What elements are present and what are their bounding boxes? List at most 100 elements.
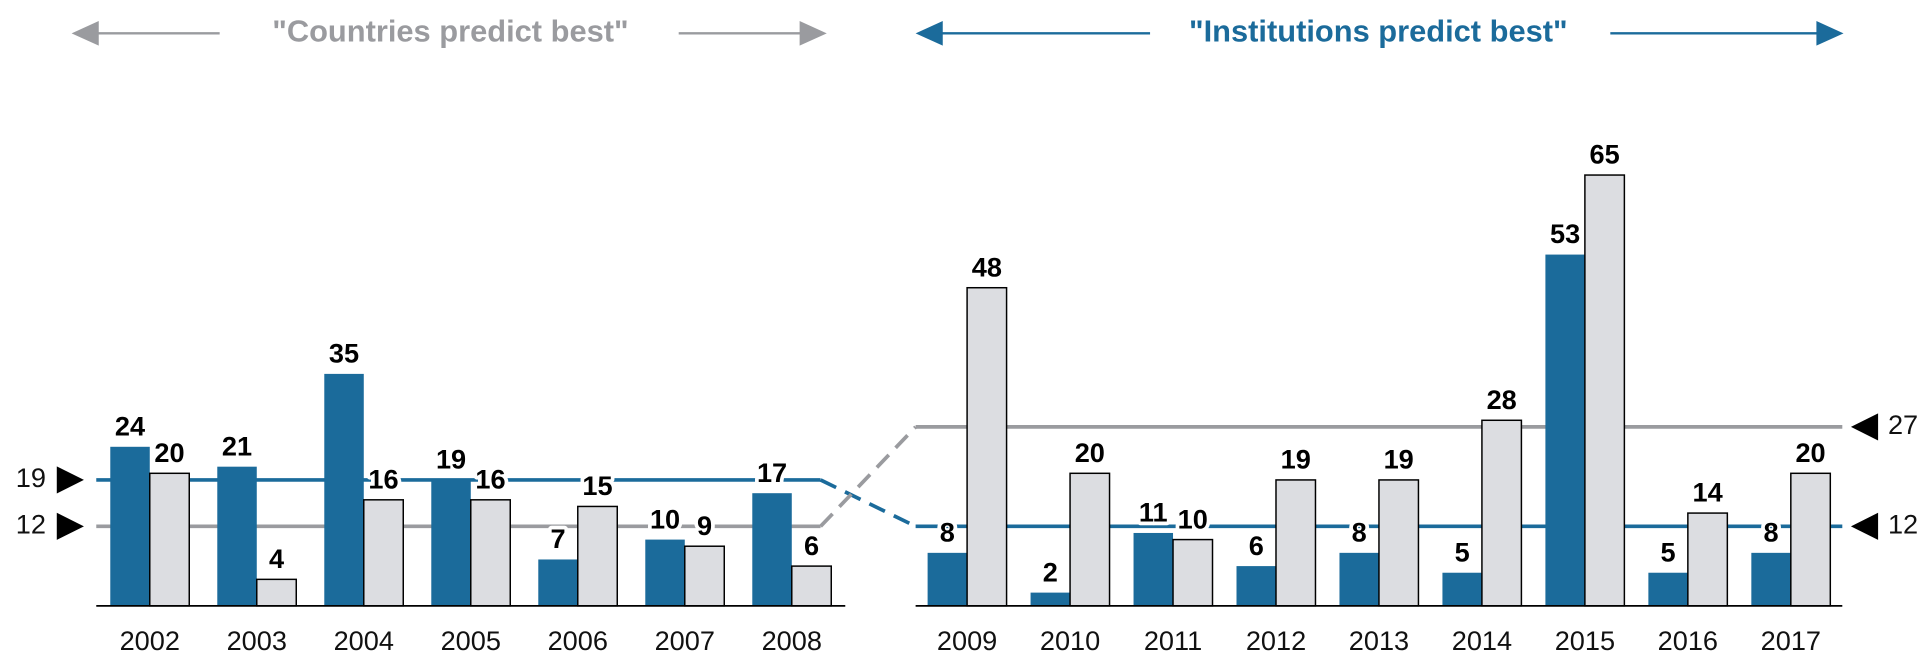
- value-label: 16: [368, 463, 398, 494]
- value-label: 53: [1550, 218, 1580, 249]
- x-tick-label: 2015: [1555, 625, 1615, 656]
- bar: [217, 466, 257, 606]
- value-label: 9: [697, 510, 712, 541]
- value-label: 5: [1661, 536, 1676, 567]
- value-label: 4: [269, 543, 284, 574]
- x-tick-label: 2008: [762, 625, 822, 656]
- bar: [431, 479, 471, 606]
- value-label: 19: [1281, 444, 1311, 475]
- bar: [752, 493, 792, 606]
- value-label: 2: [1043, 556, 1058, 587]
- average-label: 27: [1888, 409, 1918, 440]
- bar: [1275, 479, 1317, 607]
- bar: [1030, 592, 1071, 606]
- bar: [1339, 552, 1379, 606]
- x-tick-label: 2005: [441, 625, 501, 656]
- bar: [1172, 538, 1214, 607]
- bar: [1133, 532, 1174, 606]
- panel-title: "Countries predict best": [272, 13, 628, 48]
- value-label: 6: [1249, 530, 1264, 561]
- bar: [1481, 419, 1523, 607]
- x-tick-label: 2006: [548, 625, 608, 656]
- bar: [1378, 479, 1420, 607]
- bar: [791, 565, 833, 607]
- x-tick-label: 2009: [937, 625, 997, 656]
- value-label: 35: [329, 338, 359, 369]
- arrow-head: [71, 20, 99, 46]
- average-marker: [1850, 413, 1879, 441]
- arrow-head: [799, 20, 827, 46]
- bar: [110, 446, 150, 606]
- x-tick-label: 2002: [120, 625, 180, 656]
- x-tick-label: 2013: [1349, 625, 1409, 656]
- bar: [1584, 174, 1626, 607]
- x-tick-label: 2016: [1658, 625, 1718, 656]
- x-tick-label: 2011: [1144, 625, 1202, 656]
- x-tick-label: 2007: [655, 625, 715, 656]
- x-tick-label: 2004: [334, 625, 394, 656]
- average-label: 19: [16, 462, 46, 493]
- average-connector: [819, 425, 917, 528]
- x-tick-label: 2012: [1246, 625, 1306, 656]
- bar: [1069, 472, 1111, 607]
- bar: [1648, 572, 1688, 606]
- bars: [96, 174, 1843, 607]
- x-tick-label: 2003: [227, 625, 287, 656]
- arrow-head: [1816, 20, 1844, 46]
- header-arrows: [71, 20, 1844, 46]
- labels: 19 24 21 35 19 7 10 17 12 20 4 16 16 15 9 6 2002 2003 2004…: [16, 135, 1918, 656]
- average-label: 12: [16, 509, 46, 540]
- bar: [684, 545, 726, 607]
- bar: [538, 559, 578, 606]
- x-tick-label: 2010: [1040, 625, 1100, 656]
- value-label: 17: [757, 457, 787, 488]
- panel-title: "Institutions predict best": [1189, 13, 1568, 48]
- x-tick-label: 2014: [1452, 625, 1512, 656]
- arrow-head: [915, 20, 943, 46]
- bar: [1236, 566, 1276, 606]
- bar: [1751, 552, 1791, 606]
- value-label: 28: [1487, 384, 1517, 415]
- x-tick-label: 2017: [1761, 625, 1821, 656]
- value-label: 65: [1590, 139, 1620, 170]
- value-label: 8: [1764, 517, 1779, 548]
- value-label: 15: [582, 470, 612, 501]
- bar: [149, 472, 190, 607]
- value-label: 48: [972, 251, 1002, 282]
- average-marker: [56, 466, 84, 494]
- bar: [577, 505, 618, 607]
- value-label: 19: [1384, 444, 1414, 475]
- value-label: 10: [1178, 503, 1208, 534]
- value-label: 14: [1693, 477, 1723, 508]
- bar: [1545, 254, 1585, 606]
- bar: [1687, 512, 1729, 607]
- value-label: 8: [940, 517, 955, 548]
- value-label: 21: [222, 430, 252, 461]
- value-label: 10: [650, 503, 680, 534]
- bar: [363, 499, 404, 607]
- bar: [1442, 572, 1482, 606]
- bar: [927, 552, 968, 606]
- average-marker: [1850, 512, 1879, 540]
- value-label: 11: [1139, 497, 1168, 528]
- bar: [256, 578, 297, 607]
- value-label: 16: [475, 463, 505, 494]
- value-label: 7: [550, 523, 565, 554]
- value-label: 24: [115, 410, 145, 441]
- value-label: 20: [154, 437, 184, 468]
- bar: [966, 286, 1008, 607]
- value-label: 6: [804, 530, 819, 561]
- value-label: 20: [1075, 437, 1105, 468]
- value-label: 8: [1352, 517, 1367, 548]
- bar: [1790, 472, 1832, 607]
- bar: [645, 539, 685, 606]
- bar: [324, 373, 364, 606]
- value-label: 20: [1795, 437, 1825, 468]
- average-label: 12: [1888, 509, 1918, 540]
- average-connector: [819, 478, 917, 528]
- value-label: 5: [1455, 536, 1470, 567]
- average-marker: [56, 512, 84, 540]
- bar: [470, 499, 511, 607]
- value-label: 19: [436, 444, 466, 475]
